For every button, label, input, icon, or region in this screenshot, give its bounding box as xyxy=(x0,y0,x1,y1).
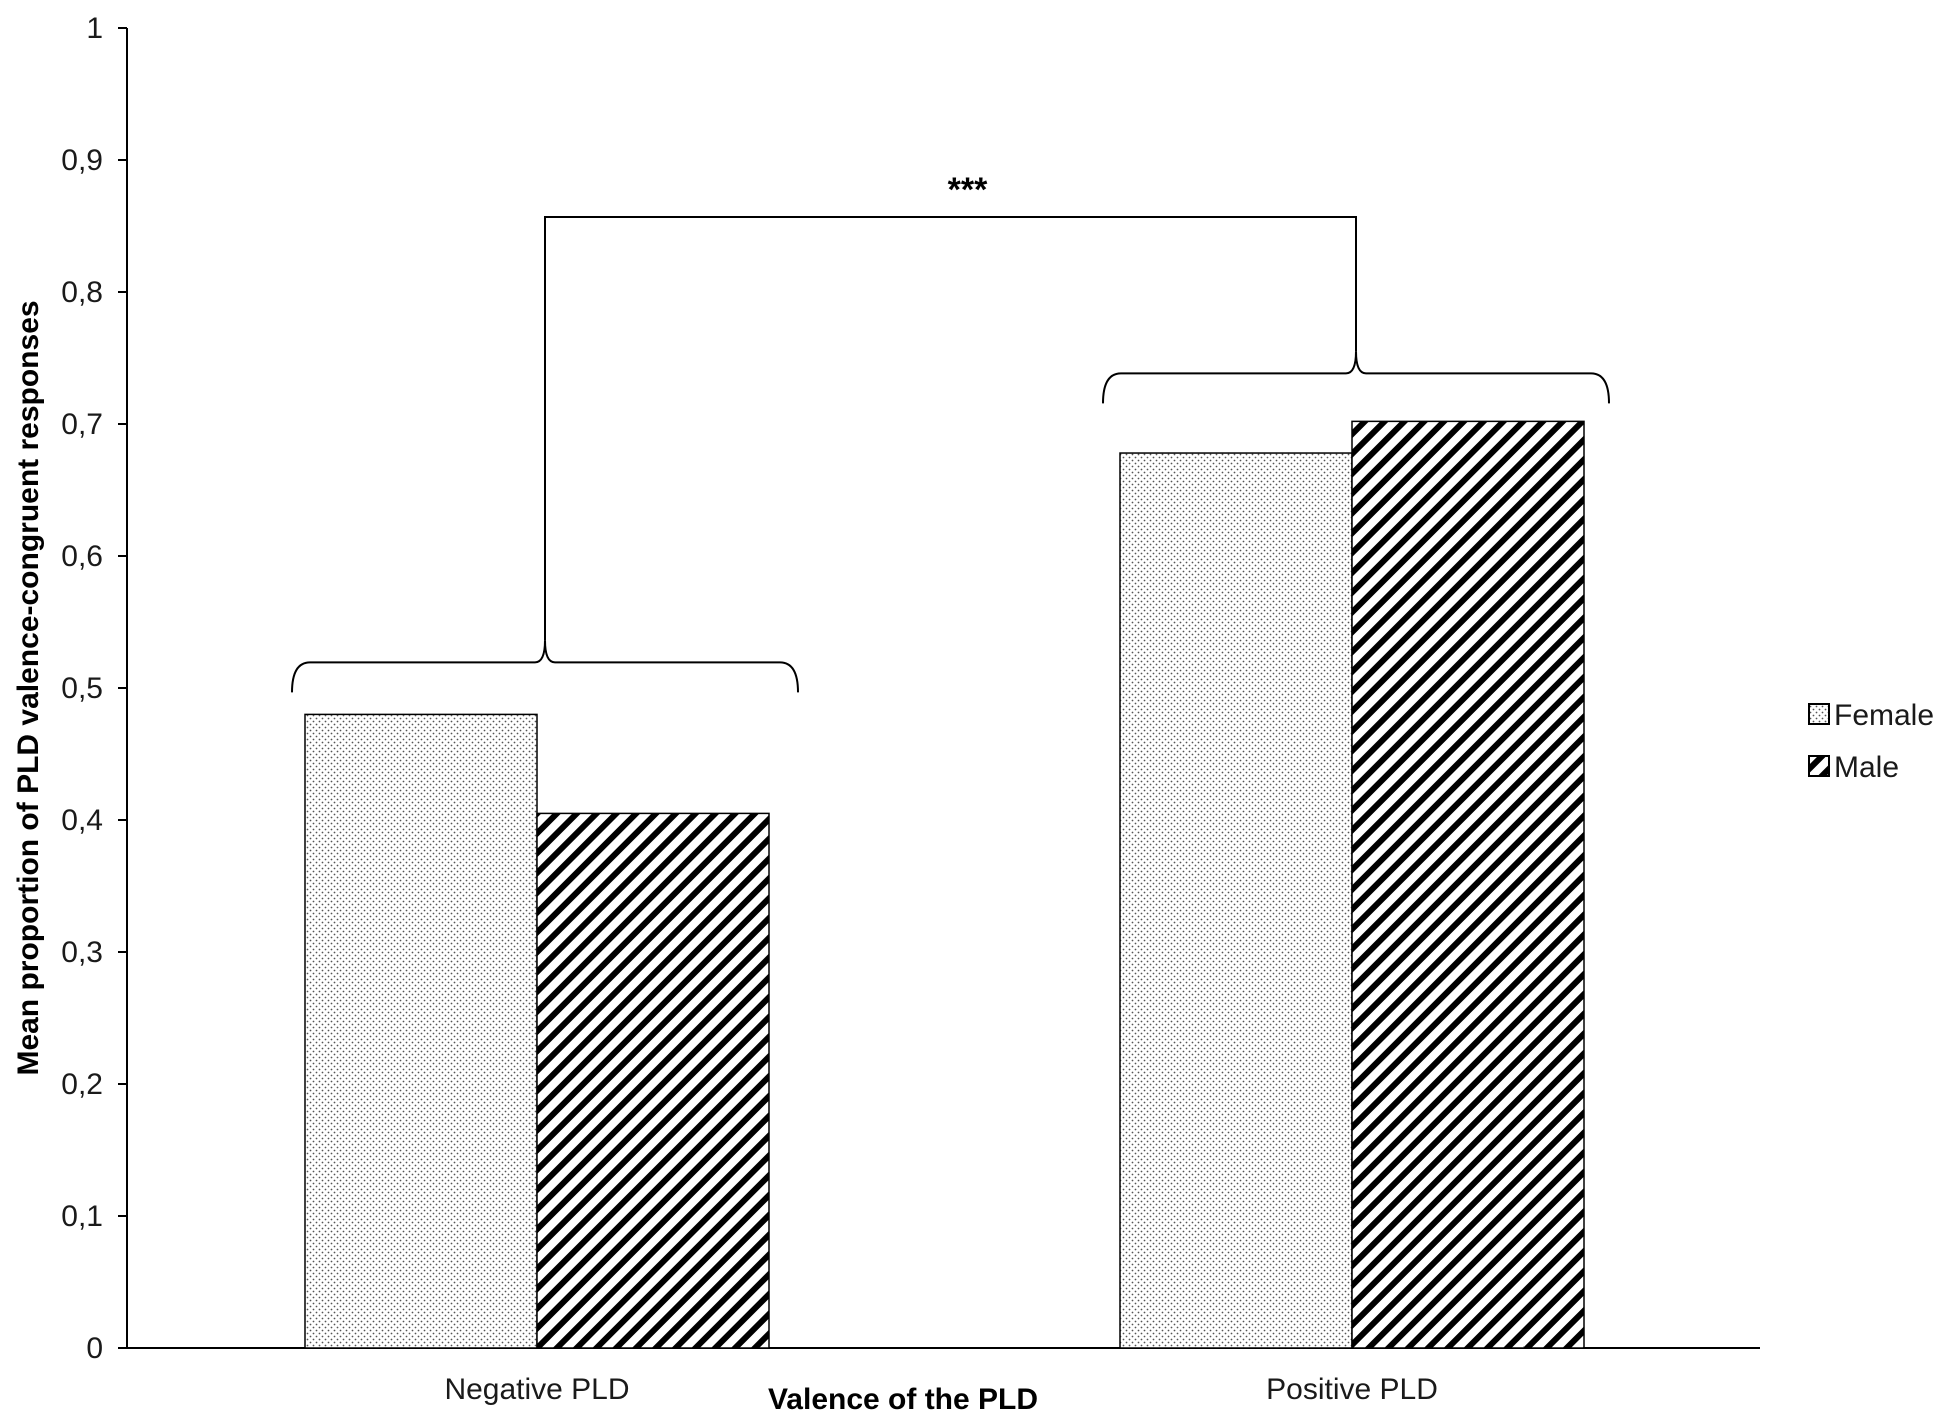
significance-brackets: *** xyxy=(291,171,1610,693)
bar-group xyxy=(304,420,1585,1349)
y-tick-label: 0,4 xyxy=(61,804,103,837)
y-axis: 0 0,1 0,2 0,3 0,4 0,5 0,6 0,7 0,8 0,9 1 xyxy=(61,12,128,1365)
x-tick-label: Positive PLD xyxy=(1266,1373,1438,1406)
legend: Female Male xyxy=(1808,699,1934,784)
significance-label: *** xyxy=(948,171,988,209)
y-tick-label: 1 xyxy=(86,12,103,45)
y-axis-title: Mean proportion of PLD valence-congruent… xyxy=(12,300,45,1075)
y-tick-group: 0 0,1 0,2 0,3 0,4 0,5 0,6 0,7 0,8 0,9 1 xyxy=(61,12,127,1365)
bar-male-1 xyxy=(536,812,770,1349)
legend-label-female: Female xyxy=(1834,699,1934,732)
y-tick-label: 0,7 xyxy=(61,408,103,441)
significance-bracket xyxy=(544,216,1357,641)
y-tick-label: 0,3 xyxy=(61,936,103,969)
brace-positive-pld xyxy=(1102,351,1610,404)
brace-negative-pld xyxy=(291,640,799,693)
legend-swatch-female xyxy=(1808,703,1830,725)
x-axis-title: Valence of the PLD xyxy=(768,1383,1038,1416)
bar-male-2 xyxy=(1351,420,1585,1349)
x-tick-group: Negative PLD Positive PLD xyxy=(444,1373,1437,1406)
y-tick-label: 0,5 xyxy=(61,672,103,705)
bar-female-2 xyxy=(1119,452,1353,1349)
legend-swatch-male xyxy=(1808,755,1830,777)
legend-label-male: Male xyxy=(1834,751,1899,784)
y-tick-label: 0,2 xyxy=(61,1068,103,1101)
y-tick-label: 0 xyxy=(86,1332,103,1365)
y-tick-label: 0,1 xyxy=(61,1200,103,1233)
x-tick-label: Negative PLD xyxy=(444,1373,629,1406)
y-tick-label: 0,9 xyxy=(61,144,103,177)
y-tick-label: 0,8 xyxy=(61,276,103,309)
bar-female-1 xyxy=(304,713,538,1349)
y-tick-label: 0,6 xyxy=(61,540,103,573)
